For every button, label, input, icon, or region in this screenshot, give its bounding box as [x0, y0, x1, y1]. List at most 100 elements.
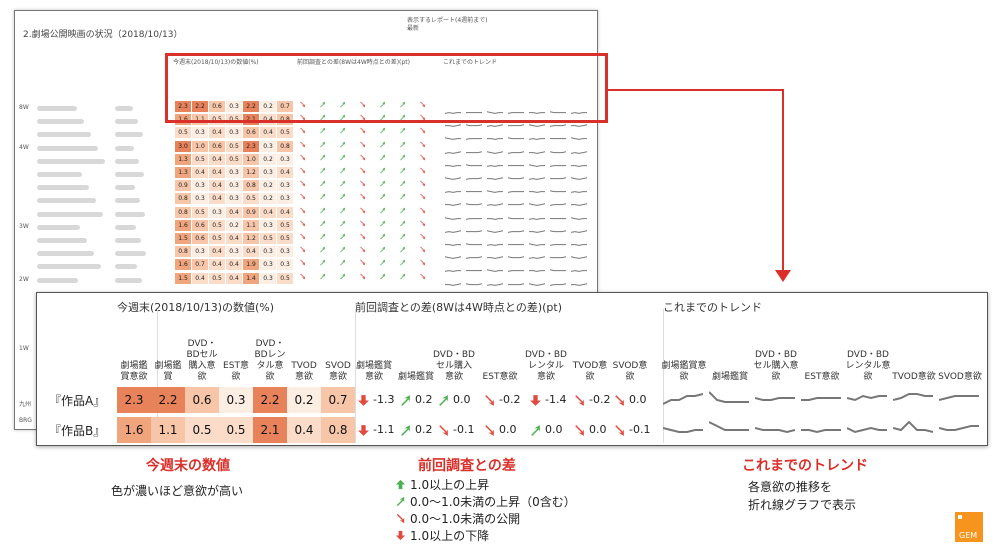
mini-trend [570, 247, 588, 266]
mini-trend [570, 102, 587, 121]
row-label[interactable]: 『作品B』 [49, 424, 106, 438]
mini-trend [508, 194, 525, 213]
mini-diff-cell [379, 246, 386, 257]
mini-diff-cell [319, 141, 326, 152]
mini-diff-cell [339, 127, 346, 138]
mini-trend [507, 168, 525, 187]
week-label: 8W [19, 104, 29, 111]
blurred-title [37, 185, 89, 191]
header-trend-1: 劇場鑑賞 [711, 372, 748, 382]
mini-value-cell: 0.5 [209, 219, 225, 231]
mini-diff-cell [339, 207, 346, 218]
mini-trend [466, 181, 482, 200]
mini-value-cell: 0.3 [226, 167, 242, 178]
mini-value-cell: 0.8 [277, 140, 293, 152]
mini-trend [507, 128, 524, 147]
mini-diff-cell [399, 273, 406, 284]
zoom-group-trend: これまでのトレンド [663, 301, 762, 314]
mini-value-cell: 0.2 [260, 153, 276, 165]
mini-trend [528, 115, 546, 134]
mini-value-cell: 2.1 [243, 114, 259, 126]
mini-value-cell: 0.3 [277, 246, 293, 258]
mini-trend [444, 247, 462, 266]
caption-current-title: 今週末の数値 [146, 458, 230, 474]
mini-trend [445, 155, 461, 174]
mini-value-cell: 0.5 [277, 219, 293, 231]
blurred-title [37, 198, 96, 204]
mini-trend [529, 142, 546, 161]
value-cell: 0.6 [185, 387, 219, 413]
mini-trend [486, 274, 504, 293]
row-label[interactable]: 『作品A』 [49, 394, 106, 408]
mini-value-cell: 1.4 [243, 272, 259, 284]
header-trend-4: DVD・BDレンタル意欲 [845, 350, 891, 382]
mini-diff-cell [379, 180, 386, 191]
arrow-up-icon [437, 394, 450, 407]
mini-value-cell: 0.6 [243, 127, 259, 139]
mini-diff-cell [419, 101, 426, 112]
mini-diff-cell [339, 180, 346, 191]
mini-trend [549, 155, 566, 174]
mini-value-cell: 0.3 [226, 246, 242, 258]
mini-trend [571, 194, 588, 213]
report-selector-hint[interactable]: 表示するレポート(4週前まで) 最新 [407, 17, 488, 33]
mini-diff-cell [359, 233, 366, 244]
mini-diff-cell [399, 193, 406, 204]
mini-trend [570, 260, 587, 279]
mini-value-cell: 3.0 [175, 140, 191, 152]
mini-value-cell: 1.1 [243, 219, 259, 231]
mini-diff-cell [399, 233, 406, 244]
mini-trend [486, 142, 504, 161]
mini-diff-cell [359, 167, 366, 178]
mini-trend [550, 208, 566, 227]
mini-trend [486, 115, 504, 134]
mini-trend [549, 194, 567, 213]
arrow-down-icon [529, 394, 542, 407]
mini-value-cell: 2.2 [192, 101, 208, 112]
week-label: 4W [19, 143, 29, 151]
header-diff-5: TVOD意欲 [572, 361, 608, 382]
mini-value-cell: 0.8 [243, 180, 259, 192]
mini-trend [445, 194, 462, 213]
legend-item: 0.0～1.0未満の公開 [395, 510, 520, 527]
mini-trend [528, 155, 545, 174]
mini-trend [529, 260, 545, 279]
mini-value-cell: 0.4 [192, 167, 208, 178]
mini-trend [507, 247, 525, 266]
mini-diff-cell [299, 259, 306, 270]
blurred-distributor [115, 106, 133, 111]
mini-value-cell: 1.1 [192, 114, 208, 126]
mini-trend [549, 181, 566, 200]
mini-diff-cell [379, 259, 386, 270]
diff-cell: 0.2 [399, 387, 433, 413]
mini-diff-cell [299, 220, 306, 231]
value-cell: 2.1 [253, 417, 287, 443]
mini-diff-cell [319, 273, 326, 284]
mini-diff-cell [339, 167, 346, 178]
mini-diff-cell [419, 220, 426, 231]
mini-diff-cell [299, 233, 306, 244]
mini-diff-cell [399, 141, 406, 152]
column-divider [663, 309, 664, 443]
mini-trend [486, 260, 503, 279]
mini-diff-cell [419, 141, 426, 152]
arrow-down-icon [573, 424, 586, 437]
header-diff-6: SVOD意欲 [612, 361, 648, 382]
mini-diff-cell [359, 220, 366, 231]
mini-diff-cell [399, 220, 406, 231]
diff-value: 0.0 [453, 393, 471, 406]
legend-item: 0.0～1.0未満の上昇（0含む） [395, 493, 576, 510]
mini-diff-cell [399, 114, 406, 125]
header-trend-6: SVOD意欲 [938, 372, 982, 382]
legend-text: 0.0～1.0未満の公開 [410, 512, 521, 526]
mini-value-cell: 0.5 [243, 193, 259, 205]
mini-trend [549, 260, 566, 279]
diff-value: -0.1 [629, 423, 651, 436]
mini-value-cell: 1.0 [192, 140, 208, 152]
trend-sparkline [801, 420, 841, 442]
mini-value-cell: 0.4 [209, 153, 225, 165]
mini-value-cell: 0.4 [277, 206, 293, 218]
mini-trend [549, 115, 567, 134]
mini-value-cell: 1.2 [243, 233, 259, 244]
region-label: 九州 [19, 401, 32, 408]
